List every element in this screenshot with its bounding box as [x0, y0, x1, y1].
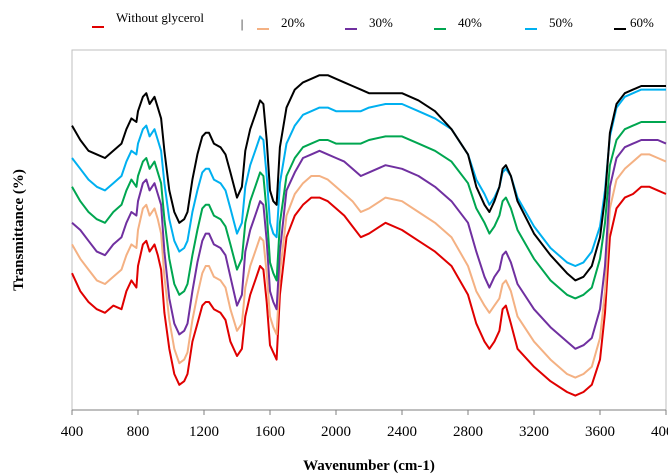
series-line-60 — [71, 74, 666, 282]
series-line-30 — [71, 139, 667, 350]
legend-label-50: 50% — [549, 15, 573, 30]
legend-label-without-glycerol: Without glycerol — [116, 10, 204, 25]
x-axis-title: Wavenumber (cm-1) — [303, 458, 435, 474]
legend-label-30: 30% — [369, 15, 393, 30]
x-axis-ticks: 400 800 1200 1600 2000 2400 2800 3200 3600 4000 — [61, 410, 668, 440]
x-tick-label: 4000 — [651, 424, 668, 440]
x-tick-label: 2400 — [387, 424, 417, 440]
x-tick-label: 1600 — [255, 424, 285, 440]
legend-separator: | — [241, 16, 244, 31]
legend: Without glycerol 20% 30% 40% 50% 60% | — [92, 10, 654, 31]
y-axis-title: Transmittance (%) — [11, 169, 27, 291]
series-line-without-glycerol — [71, 185, 667, 397]
legend-label-20: 20% — [281, 15, 305, 30]
series-layer — [71, 74, 667, 397]
legend-label-40: 40% — [458, 15, 482, 30]
series-line-50 — [71, 88, 666, 267]
x-tick-label: 3600 — [585, 424, 615, 440]
legend-label-60: 60% — [630, 15, 654, 30]
x-tick-label: 2000 — [321, 424, 351, 440]
series-line-20 — [71, 153, 667, 379]
x-tick-label: 800 — [127, 424, 150, 440]
series-line-40 — [71, 121, 666, 300]
x-tick-label: 400 — [61, 424, 84, 440]
x-tick-label: 1200 — [189, 424, 219, 440]
x-tick-label: 2800 — [453, 424, 483, 440]
x-tick-label: 3200 — [519, 424, 549, 440]
